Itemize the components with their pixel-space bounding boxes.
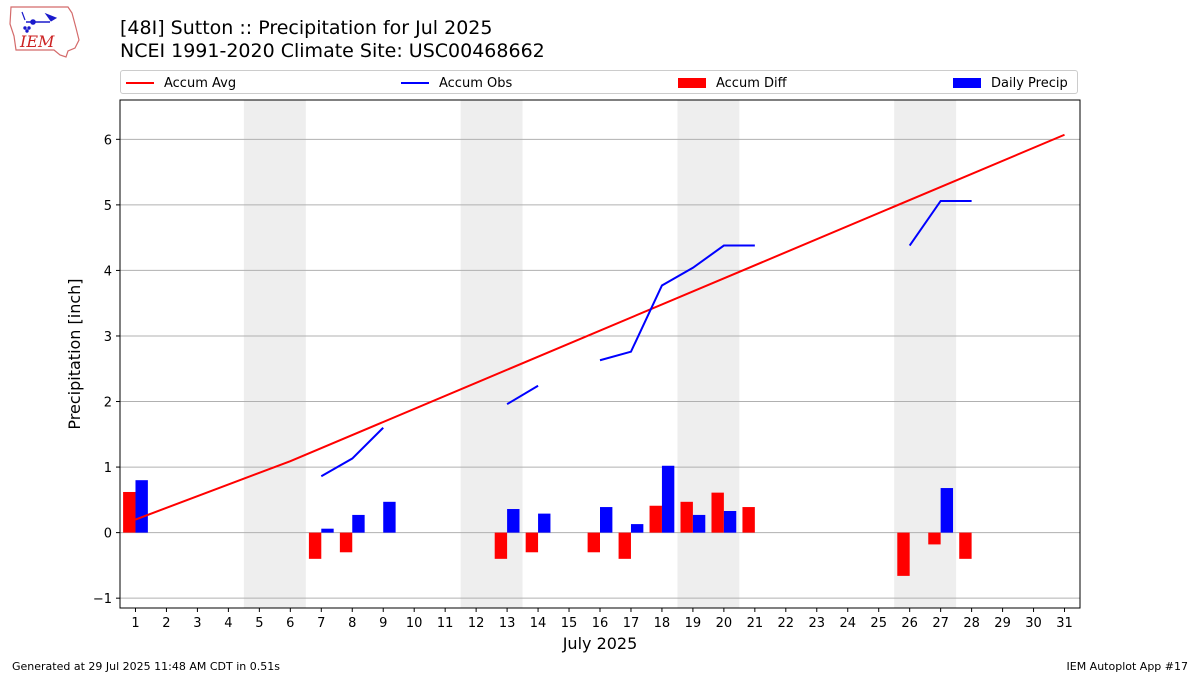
accum-obs-line (506, 384, 539, 406)
y-tick-label: 4 (104, 264, 112, 279)
x-tick-label: 13 (499, 616, 516, 631)
x-tick-label: 17 (623, 616, 640, 631)
accum-diff-bar (587, 532, 600, 553)
weekend-shade (243, 100, 306, 608)
x-tick-label: 26 (901, 616, 918, 631)
daily-precip-swatch (953, 78, 981, 88)
accum-diff-bar (928, 532, 941, 545)
logo-text: IEM (19, 32, 55, 51)
legend-label: Accum Diff (716, 75, 787, 91)
x-tick-label: 30 (1025, 616, 1042, 631)
daily-precip-bar (692, 514, 706, 533)
x-tick-label: 14 (530, 616, 547, 631)
x-tick-label: 23 (809, 616, 826, 631)
x-tick-label: 24 (839, 616, 856, 631)
accum-diff-bar (742, 507, 755, 533)
legend-item-accum-diff: Accum Diff (678, 73, 787, 93)
x-tick-label: 6 (286, 616, 294, 631)
y-tick-label: 6 (104, 133, 112, 148)
daily-precip-bar (135, 480, 148, 533)
x-tick-label: 25 (870, 616, 887, 631)
chart-subtitle: NCEI 1991-2020 Climate Site: USC00468662 (120, 40, 545, 62)
accum-diff-swatch (678, 78, 706, 88)
y-tick-label: 2 (104, 396, 112, 411)
accum-diff-bar (618, 532, 631, 559)
y-tick-label: 5 (104, 199, 112, 214)
x-tick-label: 7 (317, 616, 325, 631)
legend-item-accum-avg: Accum Avg (126, 73, 236, 93)
daily-precip-bar (538, 513, 551, 533)
accum-diff-bar (339, 532, 353, 553)
accum-diff-bar (525, 532, 539, 553)
x-tick-label: 9 (379, 616, 387, 631)
accum-diff-bar (123, 491, 136, 533)
accum-obs-line (908, 199, 972, 247)
x-tick-label: 10 (406, 616, 423, 631)
y-tick-label: −1 (93, 592, 112, 607)
accum-diff-bar (494, 532, 508, 559)
legend-item-daily-precip: Daily Precip (953, 73, 1068, 93)
x-tick-label: 22 (778, 616, 795, 631)
daily-precip-bar (723, 510, 737, 533)
accum-avg-swatch (126, 82, 154, 84)
daily-precip-bar (940, 488, 954, 533)
y-tick-label: 3 (104, 330, 112, 345)
x-tick-label: 5 (255, 616, 263, 631)
legend-label: Daily Precip (991, 75, 1068, 91)
x-tick-label: 28 (963, 616, 980, 631)
x-tick-label: 8 (348, 616, 356, 631)
legend-label: Accum Obs (439, 75, 513, 91)
generated-timestamp: Generated at 29 Jul 2025 11:48 AM CDT in… (12, 660, 280, 673)
accum-diff-bar (711, 492, 724, 533)
iem-logo: IEM (9, 6, 80, 58)
x-tick-label: 4 (224, 616, 232, 631)
accum-diff-bar (649, 505, 662, 533)
accum-obs-line (320, 427, 384, 478)
y-tick-label: 1 (104, 461, 112, 476)
accum-obs-swatch (401, 82, 429, 84)
x-tick-label: 21 (747, 616, 764, 631)
x-tick-label: 31 (1056, 616, 1073, 631)
weather-station-icon (21, 11, 58, 33)
legend: Accum Avg Accum Obs Accum Diff Daily Pre… (120, 70, 1078, 94)
accum-diff-bar (680, 501, 693, 533)
daily-precip-bar (383, 501, 396, 533)
y-axis-label: Precipitation [inch] (65, 278, 84, 429)
x-tick-label: 2 (162, 616, 170, 631)
chart-title: [48I] Sutton :: Precipitation for Jul 20… (120, 17, 493, 39)
accum-diff-bar (308, 532, 322, 559)
x-tick-label: 15 (561, 616, 578, 631)
x-tick-label: 29 (994, 616, 1011, 631)
accum-avg-line (135, 133, 1065, 521)
x-tick-label: 11 (437, 616, 454, 631)
x-tick-label: 1 (131, 616, 139, 631)
x-tick-label: 20 (716, 616, 733, 631)
daily-precip-bar (600, 507, 613, 533)
accum-diff-bar (959, 532, 972, 559)
y-tick-label: 0 (104, 527, 112, 542)
app-credit: IEM Autoplot App #17 (1066, 660, 1189, 673)
daily-precip-bar (630, 524, 644, 533)
legend-item-accum-obs: Accum Obs (401, 73, 512, 93)
x-tick-label: 19 (685, 616, 702, 631)
accum-diff-bar (897, 532, 910, 576)
x-tick-label: 3 (193, 616, 201, 631)
x-tick-label: 12 (468, 616, 485, 631)
legend-label: Accum Avg (164, 75, 237, 91)
x-tick-label: 18 (654, 616, 671, 631)
daily-precip-bar (352, 514, 365, 533)
daily-precip-bar (661, 465, 675, 533)
x-axis-label: July 2025 (562, 634, 638, 653)
x-tick-label: 16 (592, 616, 609, 631)
x-tick-label: 27 (932, 616, 949, 631)
accum-obs-line (599, 244, 755, 362)
daily-precip-bar (507, 509, 520, 533)
daily-precip-bar (321, 528, 334, 533)
